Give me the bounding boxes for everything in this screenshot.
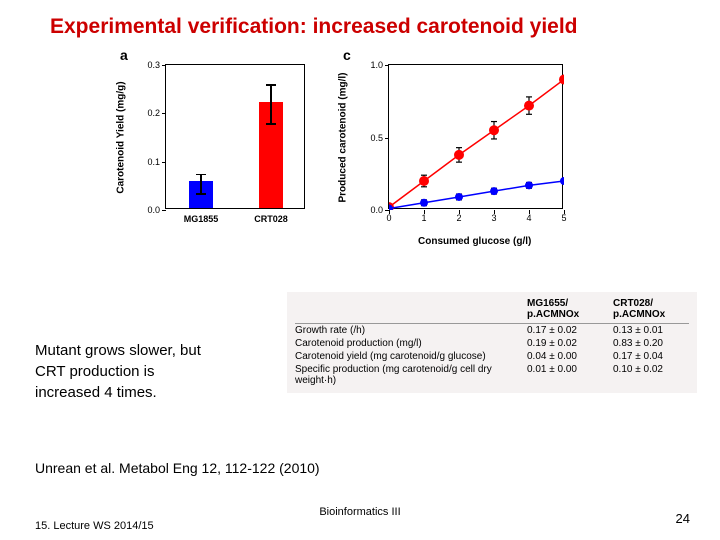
xtick-label: 4 bbox=[526, 213, 531, 223]
ytick-label: 0.5 bbox=[370, 133, 383, 143]
ytick-label: 0.0 bbox=[370, 205, 383, 215]
panel-a-plot: 0.00.10.20.3MG1855CRT028 bbox=[165, 64, 305, 209]
table-cell: 0.19 ± 0.02 bbox=[527, 338, 613, 349]
table-row: Carotenoid yield (mg carotenoid/g glucos… bbox=[295, 350, 689, 363]
table-cell: 0.17 ± 0.04 bbox=[613, 351, 689, 362]
table-cell: 0.17 ± 0.02 bbox=[527, 325, 613, 336]
table-cell: 0.83 ± 0.20 bbox=[613, 338, 689, 349]
annotation-line: Mutant grows slower, but bbox=[35, 340, 201, 361]
xtick-label: 3 bbox=[491, 213, 496, 223]
table-cell: 0.04 ± 0.00 bbox=[527, 351, 613, 362]
annotation-text: Mutant grows slower, but CRT production … bbox=[35, 340, 201, 403]
ytick-label: 0.1 bbox=[147, 157, 160, 167]
panel-c-plot: 0.00.51.0012345 bbox=[388, 64, 563, 209]
data-table: MG1655/p.ACMNOxCRT028/p.ACMNOxGrowth rat… bbox=[287, 292, 697, 393]
slide-number: 24 bbox=[676, 511, 690, 526]
table-row: Growth rate (/h)0.17 ± 0.020.13 ± 0.01 bbox=[295, 324, 689, 337]
table-header: MG1655/p.ACMNOxCRT028/p.ACMNOx bbox=[295, 298, 689, 324]
footer-center: Bioinformatics III bbox=[0, 506, 720, 518]
footer-left: 15. Lecture WS 2014/15 bbox=[35, 520, 154, 532]
slide-title: Experimental verification: increased car… bbox=[50, 15, 578, 39]
ytick-label: 0.2 bbox=[147, 108, 160, 118]
table-header-cell: CRT028/p.ACMNOx bbox=[613, 298, 689, 320]
table-cell: Carotenoid production (mg/l) bbox=[295, 338, 527, 349]
panel-c-label: c bbox=[343, 47, 351, 63]
panel-c: c Produced carotenoid (mg/l) Consumed gl… bbox=[333, 50, 573, 245]
table-row: Specific production (mg carotenoid/g cel… bbox=[295, 363, 689, 387]
table-row: Carotenoid production (mg/l)0.19 ± 0.020… bbox=[295, 337, 689, 350]
table-cell: 0.13 ± 0.01 bbox=[613, 325, 689, 336]
line-chart-svg bbox=[389, 65, 564, 210]
panel-a-ylabel: Carotenoid Yield (mg/g) bbox=[116, 81, 127, 193]
table-cell: Carotenoid yield (mg carotenoid/g glucos… bbox=[295, 351, 527, 362]
panel-a: a Carotenoid Yield (mg/g) 0.00.10.20.3MG… bbox=[110, 50, 315, 245]
table-header-cell: MG1655/p.ACMNOx bbox=[527, 298, 613, 320]
table-cell: Specific production (mg carotenoid/g cel… bbox=[295, 364, 527, 386]
xtick-label: 1 bbox=[421, 213, 426, 223]
annotation-line: increased 4 times. bbox=[35, 382, 201, 403]
table-cell: 0.01 ± 0.00 bbox=[527, 364, 613, 386]
category-label: MG1855 bbox=[184, 214, 219, 224]
category-label: CRT028 bbox=[254, 214, 288, 224]
xtick-label: 2 bbox=[456, 213, 461, 223]
annotation-line: CRT production is bbox=[35, 361, 201, 382]
ytick-label: 1.0 bbox=[370, 60, 383, 70]
ytick-label: 0.3 bbox=[147, 60, 160, 70]
charts-container: a Carotenoid Yield (mg/g) 0.00.10.20.3MG… bbox=[110, 50, 610, 245]
xtick-label: 5 bbox=[561, 213, 566, 223]
ytick-label: 0.0 bbox=[147, 205, 160, 215]
table-cell: 0.10 ± 0.02 bbox=[613, 364, 689, 386]
table-cell: Growth rate (/h) bbox=[295, 325, 527, 336]
table-header-cell bbox=[295, 298, 527, 320]
citation: Unrean et al. Metabol Eng 12, 112-122 (2… bbox=[35, 460, 320, 476]
panel-a-label: a bbox=[120, 47, 128, 63]
panel-c-xlabel: Consumed glucose (g/l) bbox=[418, 236, 531, 247]
panel-c-ylabel: Produced carotenoid (mg/l) bbox=[338, 72, 349, 202]
xtick-label: 0 bbox=[386, 213, 391, 223]
